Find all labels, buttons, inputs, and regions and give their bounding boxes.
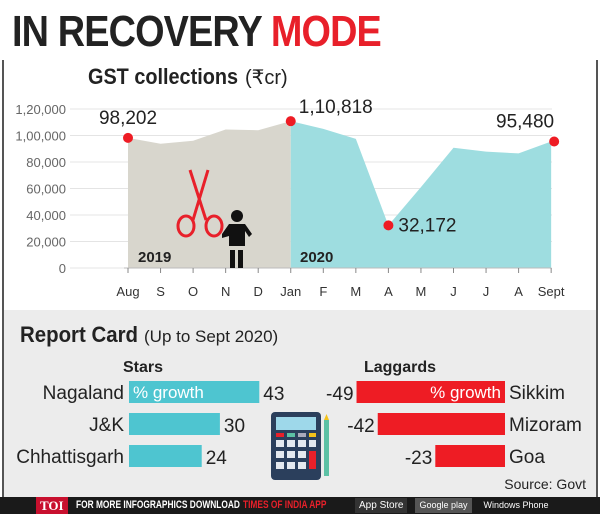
footer-text: FOR MORE INFOGRAPHICS DOWNLOAD xyxy=(76,499,240,511)
laggard-bar xyxy=(356,381,505,403)
footer-banner: TOI FOR MORE INFOGRAPHICS DOWNLOAD TIMES… xyxy=(0,497,600,514)
source-note: Source: Govt xyxy=(504,476,586,492)
x-tick-label: Aug xyxy=(116,284,139,299)
report-card-title: Report Card xyxy=(20,322,138,347)
area-2019 xyxy=(128,121,291,268)
state-label: J&K xyxy=(89,415,124,436)
data-label: 32,172 xyxy=(398,215,456,236)
data-point xyxy=(383,220,394,231)
x-tick-label: Sept xyxy=(538,284,565,299)
y-tick-label: 40,000 xyxy=(26,208,66,223)
toi-logo: TOI xyxy=(36,497,68,514)
scissors-icon xyxy=(176,169,224,238)
x-tick-label: M xyxy=(350,284,361,299)
x-tick-label: F xyxy=(319,284,327,299)
businessman-icon xyxy=(222,210,252,268)
footer-message: FOR MORE INFOGRAPHICS DOWNLOAD TIMES OF … xyxy=(76,499,326,511)
star-bar xyxy=(129,445,202,467)
calculator-icon xyxy=(271,412,329,480)
state-label: Nagaland xyxy=(43,383,124,404)
value-label: -49 xyxy=(326,384,353,405)
star-bar xyxy=(129,381,260,403)
headline: IN RECOVERY MODE xyxy=(12,7,382,56)
bar-caption: % growth xyxy=(133,383,204,402)
x-tick-label: A xyxy=(514,284,523,299)
store-badges: App Store Google play Windows Phone xyxy=(355,498,553,513)
y-tick-label: 60,000 xyxy=(26,182,66,197)
value-label: -42 xyxy=(347,416,374,437)
data-point xyxy=(549,136,560,147)
stars-header: Stars xyxy=(123,359,163,376)
value-label: 30 xyxy=(224,416,245,437)
google-play-badge[interactable]: Google play xyxy=(415,498,472,513)
y-tick-label: 0 xyxy=(59,261,66,276)
windows-phone-badge[interactable]: Windows Phone xyxy=(483,500,549,510)
x-tick-label: J xyxy=(483,284,490,299)
period-label-2019: 2019 xyxy=(138,249,171,266)
data-point xyxy=(285,116,296,127)
y-tick-label: 20,000 xyxy=(26,235,66,250)
headline-part2: MODE xyxy=(270,7,382,56)
state-label: Sikkim xyxy=(509,383,565,404)
state-label: Mizoram xyxy=(509,415,582,436)
value-label: -23 xyxy=(405,448,432,469)
y-tick-label: 80,000 xyxy=(26,155,66,170)
x-tick-label: M xyxy=(416,284,427,299)
x-tick-label: O xyxy=(188,284,198,299)
x-tick-label: Jan xyxy=(280,284,301,299)
y-tick-label: 1,00,000 xyxy=(15,129,66,144)
data-label: 1,10,818 xyxy=(299,97,373,118)
period-label-2020: 2020 xyxy=(300,249,333,266)
x-tick-label: N xyxy=(221,284,230,299)
bar-caption: % growth xyxy=(430,383,501,402)
laggards-header: Laggards xyxy=(364,359,436,376)
value-label: 24 xyxy=(206,448,228,469)
headline-part1: IN RECOVERY xyxy=(12,7,262,56)
state-label: Chhattisgarh xyxy=(16,447,124,468)
chart-title: GST collections xyxy=(88,64,238,89)
report-card-subtitle: (Up to Sept 2020) xyxy=(144,327,278,346)
x-tick-label: S xyxy=(156,284,165,299)
app-store-badge[interactable]: App Store xyxy=(355,498,408,513)
laggard-bar xyxy=(435,445,505,467)
star-bar xyxy=(129,413,220,435)
footer-app[interactable]: TIMES OF INDIA APP xyxy=(242,499,327,511)
y-tick-label: 1,20,000 xyxy=(15,102,66,117)
state-label: Goa xyxy=(509,447,545,468)
chart-unit: (₹cr) xyxy=(245,67,288,89)
laggard-bar xyxy=(377,413,505,435)
area-2020 xyxy=(290,121,552,268)
data-point xyxy=(123,132,133,143)
value-label: 43 xyxy=(263,384,284,405)
x-tick-label: A xyxy=(384,284,393,299)
data-label: 95,480 xyxy=(496,111,554,132)
data-label: 98,202 xyxy=(99,108,157,129)
x-tick-label: D xyxy=(254,284,263,299)
x-tick-label: J xyxy=(450,284,457,299)
